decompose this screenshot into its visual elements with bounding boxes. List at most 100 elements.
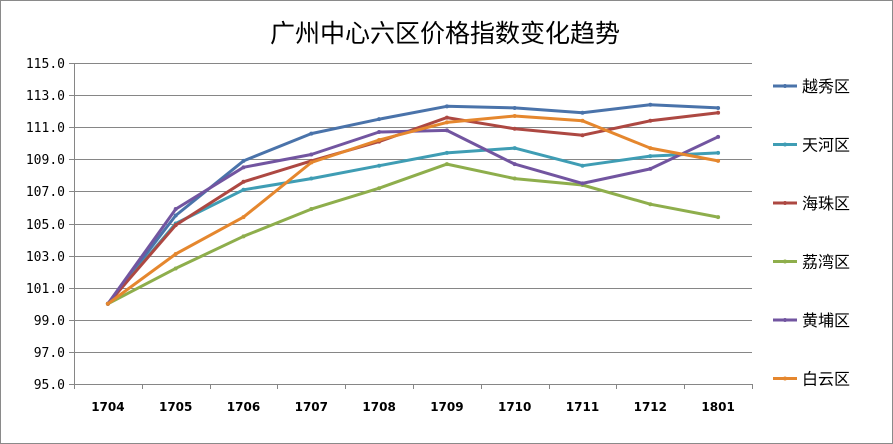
data-point <box>648 102 653 107</box>
data-point <box>241 187 246 192</box>
data-point <box>309 207 314 212</box>
data-point <box>716 150 721 155</box>
data-point <box>173 251 178 256</box>
series-line <box>106 162 720 306</box>
legend-item: 白云区 <box>773 370 850 389</box>
data-point <box>309 152 314 157</box>
series-2 <box>105 110 721 306</box>
data-point <box>716 215 721 220</box>
grid-lines <box>74 63 752 385</box>
x-tick-label: 1707 <box>295 400 328 414</box>
y-tick-label: 111.0 <box>26 121 65 136</box>
data-point <box>716 110 721 115</box>
legend-label: 天河区 <box>802 136 850 155</box>
data-point <box>512 162 517 167</box>
legend-item: 越秀区 <box>773 77 850 96</box>
data-point <box>580 110 585 115</box>
data-point <box>309 176 314 181</box>
data-point <box>512 176 517 181</box>
series-line <box>106 111 720 306</box>
data-point <box>241 234 246 239</box>
x-tick-label: 1708 <box>362 400 395 414</box>
legend-marker <box>783 201 787 205</box>
legend-marker <box>783 376 787 381</box>
data-point <box>716 105 721 110</box>
data-point <box>309 131 314 136</box>
data-point <box>377 117 382 122</box>
data-point <box>241 165 246 170</box>
data-point <box>648 202 653 207</box>
data-point <box>512 113 517 118</box>
series-3 <box>105 162 721 306</box>
x-tick-label: 1709 <box>430 400 463 414</box>
legend-marker <box>783 142 787 147</box>
data-point <box>444 115 449 120</box>
data-point <box>444 120 449 125</box>
x-tick-label: 1706 <box>227 400 260 414</box>
data-point <box>173 266 178 271</box>
legend-label: 白云区 <box>802 370 850 389</box>
series-5 <box>105 113 721 306</box>
data-point <box>173 207 178 212</box>
chart-title: 广州中心六区价格指数变化趋势 <box>270 19 620 48</box>
data-point <box>580 181 585 186</box>
y-tick-label: 105.0 <box>26 218 65 233</box>
legend-item: 天河区 <box>773 136 850 155</box>
data-point <box>377 186 382 191</box>
legend-label: 黄埔区 <box>802 311 850 330</box>
x-tick-label: 1801 <box>701 400 734 414</box>
data-point <box>716 158 721 163</box>
x-tick-label: 1705 <box>159 400 192 414</box>
series-line <box>106 114 720 306</box>
y-axis-tick-labels: 95.0 97.0 99.0 101.0 103.0 105.0 107.0 109.0 111… <box>26 57 65 393</box>
axes <box>69 63 753 389</box>
data-point <box>377 163 382 168</box>
data-point <box>512 126 517 131</box>
data-point <box>648 146 653 151</box>
x-tick-label: 1711 <box>566 400 599 414</box>
y-tick-label: 99.0 <box>34 314 65 329</box>
legend-item: 海珠区 <box>773 194 850 213</box>
legend-marker <box>783 318 787 322</box>
y-tick-label: 103.0 <box>26 250 65 265</box>
data-point <box>444 162 449 167</box>
data-point <box>241 158 246 163</box>
data-point <box>580 133 585 138</box>
y-tick-label: 115.0 <box>26 57 65 72</box>
data-point <box>173 213 178 218</box>
x-tick-label: 1704 <box>91 400 124 414</box>
legend-item: 黄埔区 <box>773 311 850 330</box>
legend-label: 越秀区 <box>802 77 850 96</box>
data-point <box>648 118 653 123</box>
x-tick-label: 1712 <box>634 400 667 414</box>
y-tick-label: 113.0 <box>26 89 65 104</box>
x-tick-label: 1710 <box>498 400 531 414</box>
data-point <box>241 179 246 184</box>
series-lines <box>105 102 721 306</box>
y-tick-label: 95.0 <box>34 378 65 393</box>
data-point <box>377 138 382 143</box>
y-tick-label: 97.0 <box>34 346 65 361</box>
data-point <box>105 301 110 306</box>
legend-marker <box>783 84 787 88</box>
data-point <box>580 118 585 123</box>
y-tick-label: 101.0 <box>26 282 65 297</box>
data-point <box>648 154 653 159</box>
data-point <box>716 134 721 139</box>
y-tick-label: 109.0 <box>26 153 65 168</box>
data-point <box>241 215 246 220</box>
legend-marker <box>783 259 787 264</box>
data-point <box>444 128 449 133</box>
data-point <box>377 130 382 135</box>
data-point <box>173 223 178 228</box>
data-point <box>444 104 449 109</box>
data-point <box>512 146 517 151</box>
legend-label: 荔湾区 <box>802 253 850 272</box>
y-tick-label: 107.0 <box>26 185 65 200</box>
x-axis-tick-labels: 1704 1705 1706 1707 1708 1709 1710 1711 1712 1801 <box>91 400 735 414</box>
legend-item: 荔湾区 <box>773 253 850 272</box>
series-line <box>106 146 720 306</box>
